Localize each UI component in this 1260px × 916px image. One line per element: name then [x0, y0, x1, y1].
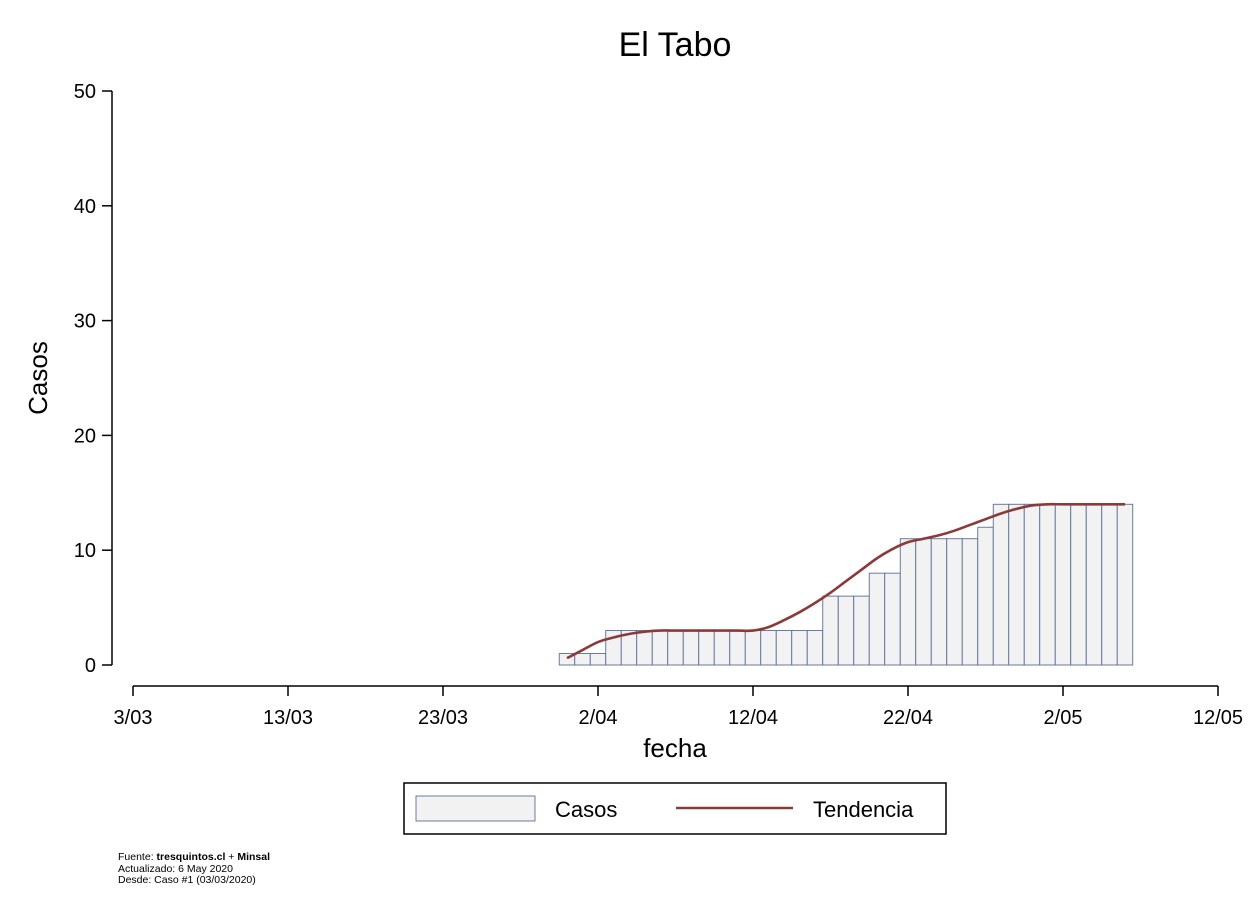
bar [636, 630, 653, 666]
bar [1023, 503, 1041, 666]
x-tick-label: 12/05 [1193, 707, 1243, 729]
bar [853, 595, 870, 666]
bar [822, 595, 839, 666]
y-axis: 0 10 20 30 40 50 [74, 81, 113, 677]
footer-source-org: Minsal [237, 851, 271, 863]
bar [899, 538, 917, 666]
legend-tendencia-label: Tendencia [813, 797, 914, 822]
bar [667, 630, 684, 666]
bar [775, 630, 793, 666]
y-tick-label: 50 [74, 81, 96, 103]
x-axis: 3/03 13/03 23/03 2/04 12/04 22/04 2/05 12/05 [114, 685, 1243, 729]
bar [806, 630, 824, 666]
legend-casos-swatch [415, 795, 536, 822]
legend-casos-label: Casos [555, 797, 617, 822]
bar [977, 526, 994, 666]
footer-updated: Actualizado: 6 May 2020 [118, 862, 233, 875]
bar [930, 538, 948, 666]
bar [682, 630, 700, 666]
x-tick-label: 2/04 [579, 707, 618, 729]
y-tick-label: 0 [85, 655, 96, 677]
y-axis-title: Casos [23, 341, 53, 415]
bar [1054, 503, 1072, 666]
x-tick-label: 3/03 [114, 707, 153, 729]
footer-source: Fuente: tresquintos.cl + Minsal [118, 851, 271, 863]
source-footer: Fuente: tresquintos.cl + Minsal Actualiz… [118, 851, 271, 887]
bar [713, 630, 731, 666]
bar [868, 572, 886, 666]
bar [946, 538, 963, 666]
x-tick-label: 23/03 [418, 707, 468, 729]
bar [729, 630, 746, 666]
x-tick-label: 12/04 [728, 707, 778, 729]
y-tick-label: 20 [74, 425, 96, 447]
footer-source-site: tresquintos.cl [156, 851, 226, 863]
bar [698, 630, 715, 666]
bar [744, 630, 762, 666]
bar [589, 653, 607, 666]
bar [651, 630, 669, 666]
legend: Casos Tendencia [403, 782, 947, 835]
y-tick-label: 10 [74, 540, 96, 562]
bar [1085, 503, 1103, 666]
trend-line [566, 502, 1125, 660]
bar [961, 538, 979, 666]
bar [791, 630, 808, 666]
y-tick-label: 30 [74, 311, 96, 333]
x-tick-label: 13/03 [263, 707, 313, 729]
footer-since: Desde: Caso #1 (03/03/2020) [118, 874, 256, 886]
bars [558, 503, 1134, 666]
bar [1070, 503, 1087, 666]
bar [1039, 503, 1056, 666]
bar [837, 595, 855, 666]
bar [1116, 503, 1134, 666]
chart-title: El Tabo [619, 26, 732, 64]
bar [574, 653, 591, 666]
bar [760, 630, 777, 666]
y-tick-label: 40 [74, 196, 96, 218]
bar [992, 503, 1010, 666]
bar [915, 538, 932, 666]
x-axis-title: fecha [643, 733, 707, 763]
bar [1008, 503, 1025, 666]
bar [1101, 503, 1118, 666]
bar [884, 572, 901, 666]
x-tick-label: 2/05 [1044, 707, 1083, 729]
x-tick-label: 22/04 [883, 707, 933, 729]
